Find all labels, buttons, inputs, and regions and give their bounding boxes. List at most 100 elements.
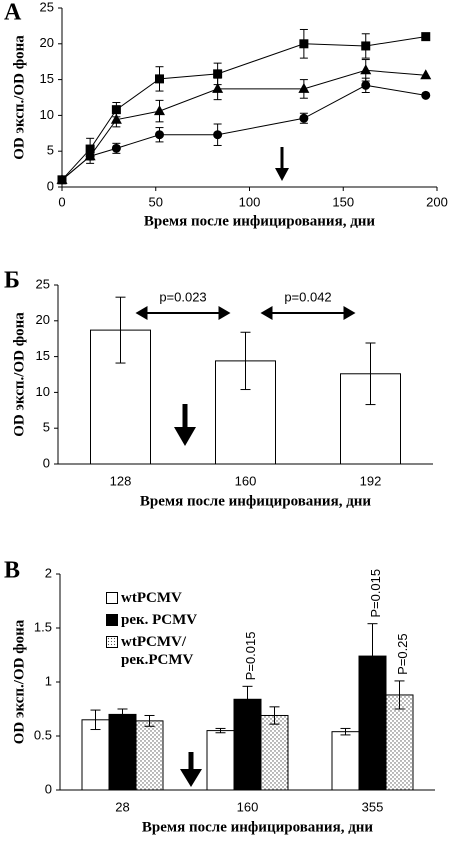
error-bar <box>340 727 351 736</box>
y-axis-label: OD эксп./OD фона <box>11 619 27 744</box>
marker <box>421 90 431 100</box>
legend-label: wtPCMV <box>121 590 182 606</box>
x-axis-label: Время после инфицирования, дни <box>140 493 372 509</box>
marker <box>361 41 371 51</box>
comparison-arrow <box>135 306 231 320</box>
panel-label: В <box>4 558 20 584</box>
bar <box>135 720 164 791</box>
legend-item: wtPCMV <box>106 589 226 607</box>
bar <box>233 698 262 791</box>
x-tick-label: 355 <box>362 799 384 814</box>
marker <box>360 64 372 75</box>
legend-swatch <box>106 614 118 626</box>
error-bar <box>367 623 378 689</box>
x-tick-label: 192 <box>360 473 382 488</box>
line <box>61 69 426 181</box>
bar <box>331 731 360 791</box>
y-tick-label: 10 <box>40 107 54 122</box>
y-tick-label: 25 <box>40 0 54 14</box>
x-tick-label: 200 <box>426 194 448 209</box>
error-bar <box>269 706 280 725</box>
bar <box>385 694 414 791</box>
error-bar <box>365 342 376 406</box>
y-tick-label: 25 <box>36 276 50 291</box>
error-bar <box>117 708 128 721</box>
bar <box>108 713 137 791</box>
legend-swatch <box>106 592 118 604</box>
x-tick-label: 160 <box>235 473 257 488</box>
legend-label: рек. PCMV <box>121 612 198 628</box>
y-tick-label: 1 <box>45 673 52 688</box>
arrow <box>174 404 196 446</box>
legend-item: wtPCMV/ рек.PCMV <box>106 633 226 669</box>
x-tick-label: 150 <box>332 194 354 209</box>
x-tick-label: 128 <box>110 473 132 488</box>
bar <box>260 714 289 791</box>
line <box>61 36 426 181</box>
error-bar <box>394 680 405 710</box>
annotation: P=0.015 <box>368 569 383 618</box>
x-axis-label: Время после инфицирования, дни <box>142 819 374 835</box>
bar <box>206 730 235 791</box>
legend-swatch <box>106 636 118 648</box>
marker <box>110 113 122 124</box>
y-tick-label: 0 <box>47 178 54 193</box>
y-tick-label: 5 <box>47 143 54 158</box>
y-tick-label: 2 <box>45 565 52 580</box>
marker <box>361 80 371 90</box>
x-axis-label: Время после инфицирования, дни <box>144 213 376 229</box>
y-tick-label: 1.5 <box>34 619 52 634</box>
marker <box>212 82 224 93</box>
panel-label: А <box>4 0 22 26</box>
marker <box>154 105 165 116</box>
panel-label: Б <box>4 268 20 294</box>
marker <box>57 175 67 185</box>
annotation: P=0.015 <box>243 632 258 681</box>
marker <box>213 130 223 140</box>
x-tick-label: 50 <box>149 194 163 209</box>
line <box>61 84 426 181</box>
annotation: P=0.25 <box>395 633 410 675</box>
marker <box>85 151 95 161</box>
error-bar <box>144 714 155 727</box>
y-tick-label: 5 <box>43 420 50 435</box>
arrow-head <box>343 306 356 320</box>
arrow-head <box>218 306 231 320</box>
marker <box>111 105 121 115</box>
y-tick-label: 0 <box>45 781 52 796</box>
error-bar <box>215 727 226 734</box>
comparison-arrow <box>260 306 356 320</box>
legend: wtPCMV рек. PCMV wtPCMV/ рек.PCMV <box>106 589 226 673</box>
error-bar <box>115 296 126 364</box>
x-tick-label: 100 <box>239 194 261 209</box>
marker <box>155 130 164 140</box>
arrow <box>275 147 289 181</box>
y-tick-label: 20 <box>36 312 50 327</box>
legend-label: wtPCMV/ рек.PCMV <box>121 634 194 668</box>
arrow-head <box>135 306 148 320</box>
y-tick-label: 0 <box>43 455 50 470</box>
marker <box>421 32 431 42</box>
marker <box>420 69 432 80</box>
marker <box>111 143 121 153</box>
error-bar <box>90 709 101 731</box>
y-axis-label: OD эксп./OD фона <box>11 312 27 437</box>
comparison-label: p=0.023 <box>159 289 206 304</box>
y-axis-label: OD эксп./OD фона <box>11 35 27 160</box>
y-tick-label: 20 <box>40 35 54 50</box>
x-tick-label: 28 <box>115 799 129 814</box>
y-tick-label: 10 <box>36 384 50 399</box>
marker <box>213 69 223 79</box>
marker <box>155 74 164 84</box>
y-tick-label: 15 <box>40 71 54 86</box>
arrow-head <box>260 306 273 320</box>
marker <box>299 39 309 49</box>
y-tick-label: 0.5 <box>34 727 52 742</box>
arrow <box>180 752 202 787</box>
error-bar <box>240 331 251 391</box>
x-tick-label: 0 <box>58 194 65 209</box>
marker <box>298 82 310 93</box>
y-tick-label: 15 <box>36 348 50 363</box>
